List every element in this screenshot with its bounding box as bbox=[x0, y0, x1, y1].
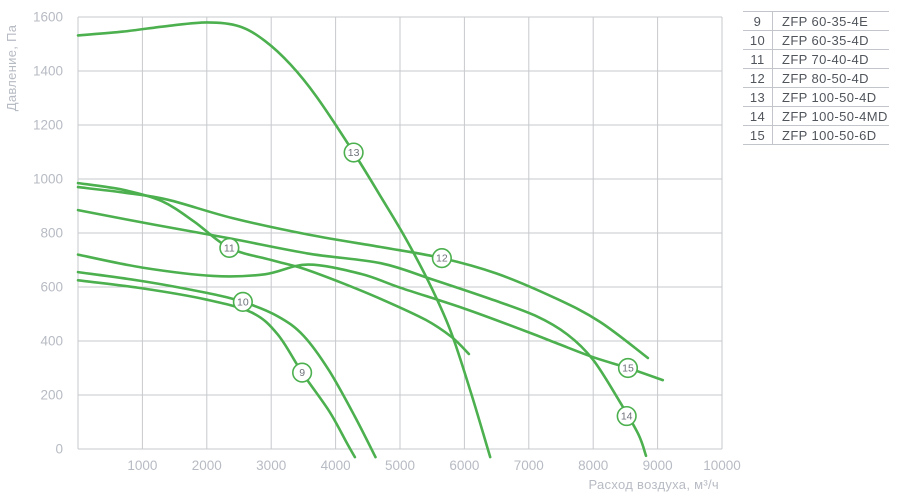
curve-badge-number: 13 bbox=[348, 147, 360, 159]
grid-lines bbox=[77, 16, 723, 450]
y-tick-label: 1200 bbox=[33, 118, 63, 133]
x-tick-label: 3000 bbox=[256, 458, 286, 473]
curve-badge-14: 14 bbox=[616, 405, 637, 427]
curve-12 bbox=[76, 185, 650, 360]
legend-row: 12 ZFP 80-50-4D bbox=[743, 68, 889, 88]
curve-10 bbox=[76, 270, 377, 459]
x-axis-title: Расход воздуха, м³/ч bbox=[588, 477, 719, 492]
curve-badge-11: 11 bbox=[219, 237, 240, 258]
x-tick-label: 4000 bbox=[321, 458, 351, 473]
legend-model-name: ZFP 70-40-4D bbox=[772, 49, 889, 69]
curve-badge-number: 10 bbox=[237, 296, 249, 308]
y-tick-label: 1400 bbox=[33, 64, 63, 79]
curve-badge-circle bbox=[431, 248, 452, 269]
legend-row: 15 ZFP 100-50-6D bbox=[743, 125, 889, 145]
curve-badge-9: 9 bbox=[292, 362, 313, 383]
curve-badge-circle bbox=[617, 357, 639, 379]
curve-badge-15: 15 bbox=[617, 357, 639, 379]
curve-badge-13: 13 bbox=[343, 142, 364, 163]
legend-model-name: ZFP 80-50-4D bbox=[772, 68, 889, 88]
curve-number-badges: 9 10 11 12 13 14 15 bbox=[219, 142, 639, 427]
x-tick-label: 7000 bbox=[514, 458, 544, 473]
legend-model-name: ZFP 100-50-6D bbox=[772, 125, 889, 145]
curve-badge-circle bbox=[219, 237, 240, 258]
y-tick-label: 800 bbox=[40, 226, 63, 241]
x-tick-label: 9000 bbox=[643, 458, 673, 473]
curve-badge-circle bbox=[343, 142, 364, 163]
y-tick-label: 0 bbox=[55, 442, 63, 457]
y-tick-label: 1000 bbox=[33, 172, 63, 187]
legend-row: 13 ZFP 100-50-4D bbox=[743, 87, 889, 107]
curve-badge-number: 11 bbox=[224, 242, 235, 254]
y-tick-label: 1600 bbox=[33, 10, 63, 25]
x-tick-label: 10000 bbox=[703, 458, 741, 473]
curve-badge-circle bbox=[616, 405, 637, 427]
legend-model-name: ZFP 100-50-4D bbox=[772, 87, 889, 107]
y-tick-label: 400 bbox=[40, 334, 63, 349]
legend-row: 11 ZFP 70-40-4D bbox=[743, 49, 889, 69]
curve-badge-circle bbox=[292, 362, 313, 383]
x-tick-label: 6000 bbox=[449, 458, 479, 473]
axis-tick-labels: 1000 2000 3000 4000 5000 6000 7000 8000 9000 1000… bbox=[33, 10, 741, 474]
curve-badge-12: 12 bbox=[431, 248, 452, 269]
curve-badge-number: 14 bbox=[621, 411, 633, 423]
legend-row: 14 ZFP 100-50-4MD bbox=[743, 106, 889, 126]
legend-curve-number: 10 bbox=[743, 30, 773, 50]
curve-badge-circle bbox=[232, 291, 253, 312]
legend-row: 9 ZFP 60-35-4E bbox=[743, 11, 889, 31]
curve-11 bbox=[76, 181, 471, 356]
curve-badge-10: 10 bbox=[232, 291, 253, 312]
legend-curve-number: 14 bbox=[743, 106, 773, 126]
x-tick-label: 5000 bbox=[385, 458, 415, 473]
y-axis-title: Давление, Па bbox=[4, 24, 19, 111]
legend-table: 9 ZFP 60-35-4E 10 ZFP 60-35-4D 11 ZFP 70… bbox=[743, 11, 889, 145]
curve-badge-number: 9 bbox=[299, 367, 305, 379]
x-tick-label: 2000 bbox=[192, 458, 222, 473]
y-tick-label: 600 bbox=[40, 280, 63, 295]
legend-curve-number: 12 bbox=[743, 68, 773, 88]
y-tick-label: 200 bbox=[40, 388, 63, 403]
curve-13 bbox=[76, 21, 492, 459]
x-tick-label: 1000 bbox=[127, 458, 157, 473]
legend-model-name: ZFP 60-35-4D bbox=[772, 30, 889, 50]
x-tick-label: 8000 bbox=[578, 458, 608, 473]
curve-badge-number: 12 bbox=[436, 253, 448, 265]
legend-curve-number: 13 bbox=[743, 87, 773, 107]
legend-curve-number: 15 bbox=[743, 125, 773, 145]
legend-curve-number: 9 bbox=[743, 11, 773, 31]
curve-14 bbox=[76, 208, 648, 458]
legend-model-name: ZFP 100-50-4MD bbox=[772, 106, 889, 126]
curve-15 bbox=[76, 253, 665, 382]
curve-badge-number: 15 bbox=[622, 363, 634, 375]
legend-rows: 9 ZFP 60-35-4E 10 ZFP 60-35-4D 11 ZFP 70… bbox=[743, 11, 889, 145]
curve-9 bbox=[76, 279, 357, 459]
legend-curve-number: 11 bbox=[743, 49, 773, 69]
curve-lines bbox=[76, 21, 665, 459]
legend-row: 10 ZFP 60-35-4D bbox=[743, 30, 889, 50]
legend-model-name: ZFP 60-35-4E bbox=[772, 11, 889, 31]
